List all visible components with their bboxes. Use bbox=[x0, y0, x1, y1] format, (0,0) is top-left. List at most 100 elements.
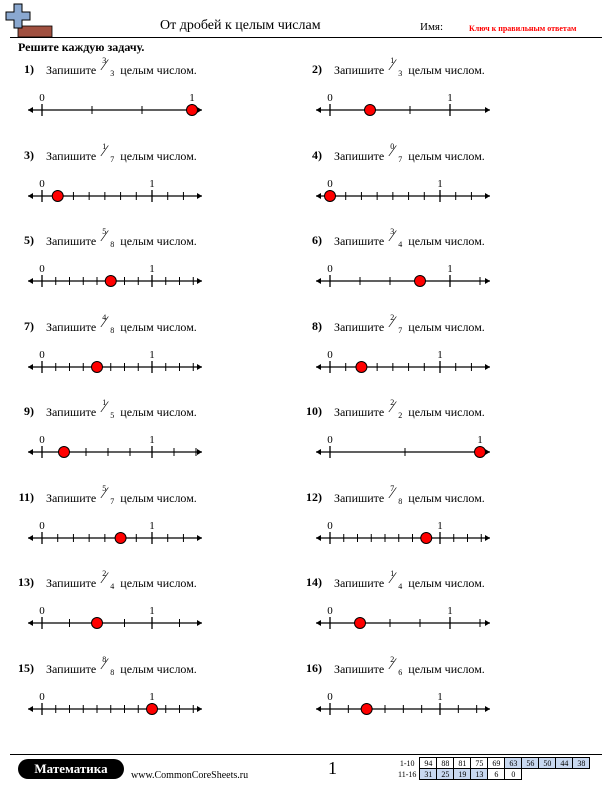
problem-prompt: Запишите 7 ⁄ 8 целым числом. bbox=[334, 484, 485, 508]
score-cell: 44 bbox=[555, 757, 574, 769]
problem-2: 2) Запишите 1 ⁄ 3 целым числом. 0 1 bbox=[300, 56, 590, 145]
arrow-left-icon bbox=[28, 534, 33, 541]
fraction: 1 ⁄ 5 bbox=[100, 398, 116, 422]
fraction-denominator: 7 bbox=[110, 496, 115, 506]
fraction-denominator: 4 bbox=[110, 582, 115, 591]
fraction-denominator: 8 bbox=[110, 240, 115, 249]
tick-label: 1 bbox=[437, 691, 443, 703]
fraction-denominator: 5 bbox=[110, 411, 115, 420]
fraction-numerator: 1 bbox=[390, 569, 395, 578]
fraction-denominator: 8 bbox=[110, 667, 115, 677]
tick-label: 0 bbox=[39, 349, 45, 361]
tick-label: 0 bbox=[327, 349, 333, 361]
arrow-right-icon bbox=[485, 107, 490, 113]
fraction-slash: ⁄ bbox=[391, 655, 394, 673]
score-cell: 63 bbox=[504, 757, 523, 769]
prompt-verb: Запишите bbox=[46, 63, 97, 77]
score-row: 1-10 94 88 81 75 69 63 56 50 44 38 bbox=[398, 757, 591, 769]
problem-prompt: Запишите 2 ⁄ 6 целым числом. bbox=[334, 655, 485, 679]
fraction: 0 ⁄ 7 bbox=[388, 142, 404, 166]
score-table: 1-10 94 88 81 75 69 63 56 50 44 38 11-16 31 25 19 13 6 0 bbox=[398, 757, 591, 780]
arrow-left-icon bbox=[316, 107, 321, 113]
tick-label: 0 bbox=[327, 178, 333, 190]
arrow-right-icon bbox=[485, 449, 490, 455]
fraction: 1 ⁄ 3 bbox=[388, 56, 404, 80]
fraction-denominator: 3 bbox=[398, 69, 403, 78]
fraction-numerator: 5 bbox=[102, 483, 107, 493]
page-title: От дробей к целым числам bbox=[160, 18, 321, 33]
score-range-label: 11-16 bbox=[398, 769, 417, 779]
prompt-verb: Запишите bbox=[334, 63, 385, 77]
problem-1: 1) Запишите 3 ⁄ 3 целым числом. 0 1 bbox=[12, 56, 302, 145]
tick-label: 1 bbox=[149, 520, 155, 532]
fraction-denominator: 2 bbox=[398, 411, 403, 420]
problem-number: 4) bbox=[312, 147, 322, 162]
tick-label: 1 bbox=[149, 434, 155, 446]
prompt-rest: целым числом. bbox=[120, 319, 197, 334]
problem-16: 16) Запишите 2 ⁄ 6 целым числом. 0 1 bbox=[300, 655, 590, 744]
problem-number: 1) bbox=[24, 62, 34, 76]
tick-label: 1 bbox=[437, 178, 443, 190]
fraction-denominator: 3 bbox=[110, 69, 115, 78]
fraction-numerator: 1 bbox=[102, 398, 107, 407]
problem-number: 11) bbox=[18, 489, 34, 504]
problem-number: 7) bbox=[24, 318, 34, 333]
prompt-rest: целым числом. bbox=[408, 63, 485, 77]
problem-number: 14) bbox=[306, 575, 322, 589]
prompt-rest: целым числом. bbox=[408, 576, 485, 590]
problem-prompt: Запишите 2 ⁄ 7 целым числом. bbox=[334, 313, 485, 337]
arrow-right-icon bbox=[197, 705, 202, 712]
fraction-numerator: 2 bbox=[390, 312, 395, 322]
prompt-rest: целым числом. bbox=[408, 490, 485, 505]
prompt-verb: Запишите bbox=[46, 148, 97, 163]
problem-number: 2) bbox=[312, 62, 322, 76]
tick-label: 0 bbox=[327, 520, 333, 532]
prompt-verb: Запишите bbox=[334, 661, 385, 676]
arrow-left-icon bbox=[28, 107, 33, 113]
fraction-numerator: 3 bbox=[102, 56, 107, 65]
answer-dot bbox=[474, 446, 486, 458]
prompt-verb: Запишите bbox=[46, 319, 97, 334]
arrow-right-icon bbox=[197, 363, 202, 370]
prompt-rest: целым числом. bbox=[120, 661, 197, 676]
problem-prompt: Запишите 4 ⁄ 8 целым числом. bbox=[46, 313, 197, 337]
answer-dot bbox=[324, 189, 336, 202]
problem-4: 4) Запишите 0 ⁄ 7 целым числом. 0 1 bbox=[300, 142, 590, 231]
plus-logo-icon bbox=[5, 3, 53, 38]
arrow-left-icon bbox=[28, 620, 33, 626]
tick-label: 0 bbox=[327, 263, 333, 275]
page-number: 1 bbox=[328, 758, 337, 778]
prompt-verb: Запишите bbox=[334, 490, 385, 505]
score-cell: 6 bbox=[487, 768, 506, 780]
problem-number: 12) bbox=[306, 489, 322, 504]
arrow-left-icon bbox=[28, 449, 33, 455]
header-divider bbox=[10, 37, 602, 38]
arrow-left-icon bbox=[316, 534, 321, 541]
fraction: 3 ⁄ 4 bbox=[388, 227, 404, 251]
prompt-verb: Запишите bbox=[46, 661, 97, 676]
problem-number: 15) bbox=[18, 660, 34, 675]
problem-10: 10) Запишите 2 ⁄ 2 целым числом. 0 1 bbox=[300, 398, 590, 487]
fraction: 7 ⁄ 8 bbox=[388, 484, 404, 508]
tick-label: 1 bbox=[149, 178, 155, 190]
prompt-verb: Запишите bbox=[334, 576, 385, 590]
fraction-slash: ⁄ bbox=[103, 313, 106, 331]
fraction-slash: ⁄ bbox=[391, 570, 394, 587]
problem-prompt: Запишите 3 ⁄ 3 целым числом. bbox=[46, 56, 197, 80]
footer-divider bbox=[10, 754, 602, 755]
prompt-rest: целым числом. bbox=[408, 405, 485, 419]
arrow-right-icon bbox=[485, 192, 490, 199]
arrow-right-icon bbox=[485, 278, 490, 284]
prompt-verb: Запишите bbox=[334, 148, 385, 163]
score-cell: 75 bbox=[470, 757, 489, 769]
fraction-numerator: 5 bbox=[102, 227, 107, 236]
tick-label: 1 bbox=[477, 434, 483, 446]
score-cell: 0 bbox=[504, 768, 523, 780]
problem-prompt: Запишите 5 ⁄ 8 целым числом. bbox=[46, 227, 197, 251]
prompt-rest: целым числом. bbox=[408, 661, 485, 676]
